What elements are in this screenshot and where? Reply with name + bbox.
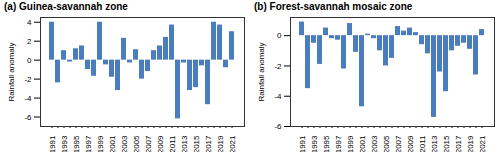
svg-text:1991: 1991: [298, 135, 307, 152]
svg-text:-2: -2: [24, 75, 32, 84]
svg-text:1991: 1991: [48, 135, 57, 152]
svg-text:-2: -2: [274, 62, 282, 71]
svg-text:2017: 2017: [454, 135, 463, 152]
svg-text:2019: 2019: [466, 135, 475, 152]
svg-text:2003: 2003: [370, 135, 379, 152]
html-text:(b) Forest-savannah mosaic zon: (b) Forest-savannah mosaic zone: [254, 1, 413, 12]
svg-text:2009: 2009: [406, 135, 415, 152]
svg-text:-6: -6: [24, 113, 32, 122]
svg-text:2013: 2013: [180, 135, 189, 152]
svg-text:2021: 2021: [478, 135, 487, 152]
svg-text:2015: 2015: [192, 135, 201, 152]
svg-text:2021: 2021: [228, 135, 237, 152]
svg-text:1999: 1999: [96, 135, 105, 152]
svg-text:0: 0: [277, 31, 282, 40]
svg-text:1993: 1993: [310, 135, 319, 152]
svg-text:2013: 2013: [430, 135, 439, 152]
svg-text:2: 2: [27, 37, 32, 46]
svg-text:-6: -6: [274, 122, 282, 131]
svg-text:2011: 2011: [418, 135, 427, 152]
svg-text:2019: 2019: [216, 135, 225, 152]
html-text:(a) Guinea-savannah zone: (a) Guinea-savannah zone: [4, 1, 128, 12]
svg-text:1997: 1997: [84, 135, 93, 152]
svg-text:1993: 1993: [60, 135, 69, 152]
svg-text:2007: 2007: [394, 135, 403, 152]
svg-text:2017: 2017: [204, 135, 213, 152]
svg-text:2011: 2011: [168, 135, 177, 152]
svg-text:2015: 2015: [442, 135, 451, 152]
svg-text:Rainfall anomaly: Rainfall anomaly: [7, 42, 16, 101]
svg-text:2001: 2001: [358, 135, 367, 152]
svg-text:-4: -4: [24, 94, 32, 103]
svg-text:-4: -4: [274, 92, 282, 101]
svg-text:1995: 1995: [322, 135, 331, 152]
svg-text:2009: 2009: [156, 135, 165, 152]
svg-text:2005: 2005: [382, 135, 391, 152]
svg-text:0: 0: [27, 56, 32, 65]
svg-text:2003: 2003: [120, 135, 129, 152]
svg-text:2001: 2001: [108, 135, 117, 152]
svg-text:2007: 2007: [144, 135, 153, 152]
svg-text:1995: 1995: [72, 135, 81, 152]
svg-text:2005: 2005: [132, 135, 141, 152]
svg-text:Rainfall anomaly: Rainfall anomaly: [257, 42, 266, 101]
svg-text:4: 4: [27, 18, 32, 27]
svg-text:1997: 1997: [334, 135, 343, 152]
svg-text:1999: 1999: [346, 135, 355, 152]
